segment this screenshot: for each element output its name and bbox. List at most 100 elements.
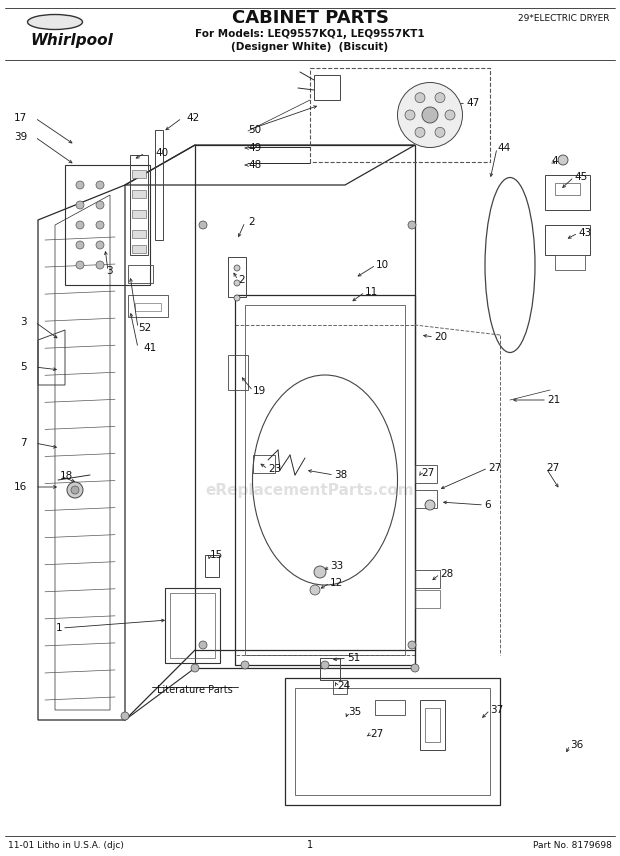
Text: 39: 39 (14, 132, 27, 142)
Circle shape (408, 221, 416, 229)
Circle shape (191, 664, 199, 672)
Bar (65, 165, 150, 285)
Text: 44: 44 (497, 143, 510, 153)
Circle shape (96, 181, 104, 189)
Circle shape (234, 295, 240, 301)
Bar (132, 245, 146, 253)
Circle shape (415, 128, 425, 137)
Text: 2: 2 (238, 275, 245, 285)
Circle shape (96, 261, 104, 269)
Text: 11: 11 (365, 287, 378, 297)
Bar (420, 700, 445, 750)
Text: 36: 36 (570, 740, 583, 750)
Text: 43: 43 (578, 228, 591, 238)
Circle shape (558, 155, 568, 165)
Circle shape (445, 110, 455, 120)
Text: 42: 42 (186, 113, 199, 123)
Ellipse shape (27, 15, 82, 29)
Circle shape (199, 221, 207, 229)
Text: 27: 27 (546, 463, 559, 473)
Text: 23: 23 (268, 464, 281, 474)
Circle shape (234, 265, 240, 271)
Text: 27: 27 (370, 729, 383, 739)
Text: 29*ELECTRIC DRYER: 29*ELECTRIC DRYER (518, 14, 610, 22)
Text: 41: 41 (143, 343, 156, 353)
Bar (155, 130, 163, 240)
Text: 3: 3 (20, 317, 27, 327)
Bar (415, 570, 440, 588)
Text: 28: 28 (440, 569, 453, 579)
Text: 1: 1 (55, 623, 62, 633)
Bar (165, 588, 220, 663)
Text: 6: 6 (484, 500, 490, 510)
Text: 46: 46 (551, 156, 564, 166)
Text: 20: 20 (434, 332, 447, 342)
Bar (375, 700, 405, 715)
Bar (205, 555, 219, 577)
Text: 52: 52 (138, 323, 151, 333)
Text: Part No. 8179698: Part No. 8179698 (533, 841, 612, 849)
Circle shape (76, 181, 84, 189)
Text: 51: 51 (347, 653, 360, 663)
Circle shape (76, 241, 84, 249)
Bar (132, 190, 146, 198)
Text: 16: 16 (14, 482, 27, 492)
Circle shape (321, 661, 329, 669)
Circle shape (71, 486, 79, 494)
Text: ≡  ≡: ≡ ≡ (47, 19, 63, 25)
Text: CABINET PARTS: CABINET PARTS (231, 9, 389, 27)
Text: 5: 5 (20, 362, 27, 372)
Text: 48: 48 (248, 160, 261, 170)
Bar (132, 230, 146, 238)
Text: 47: 47 (466, 98, 479, 108)
Circle shape (199, 641, 207, 649)
Text: eReplacementParts.com: eReplacementParts.com (206, 483, 414, 497)
Circle shape (314, 566, 326, 578)
Circle shape (67, 482, 83, 498)
Text: 40: 40 (155, 148, 168, 158)
Bar (128, 265, 153, 283)
Circle shape (96, 241, 104, 249)
Bar (228, 355, 248, 390)
Bar (132, 170, 146, 178)
Text: For Models: LEQ9557KQ1, LEQ9557KT1: For Models: LEQ9557KQ1, LEQ9557KT1 (195, 29, 425, 39)
Text: 37: 37 (490, 705, 503, 715)
Circle shape (435, 92, 445, 103)
Text: 21: 21 (547, 395, 560, 405)
Text: 49: 49 (248, 143, 261, 153)
Text: 27: 27 (488, 463, 501, 473)
Circle shape (234, 280, 240, 286)
Text: 38: 38 (334, 470, 347, 480)
Bar (170, 593, 215, 658)
Text: 3: 3 (107, 266, 113, 276)
Circle shape (76, 221, 84, 229)
Text: 11-01 Litho in U.S.A. (djc): 11-01 Litho in U.S.A. (djc) (8, 841, 124, 849)
Bar (415, 590, 440, 608)
Bar (415, 490, 437, 508)
Circle shape (76, 261, 84, 269)
Bar (130, 155, 148, 255)
Bar (425, 708, 440, 742)
Bar (253, 455, 275, 473)
Bar (132, 210, 146, 218)
Text: 27: 27 (421, 468, 434, 478)
Text: 2: 2 (248, 217, 255, 227)
Circle shape (435, 128, 445, 137)
Text: Whirlpool: Whirlpool (30, 33, 113, 47)
Bar (320, 658, 340, 680)
Circle shape (425, 500, 435, 510)
Text: 10: 10 (376, 260, 389, 270)
Circle shape (405, 110, 415, 120)
Circle shape (76, 201, 84, 209)
Circle shape (241, 661, 249, 669)
Text: 19: 19 (253, 386, 266, 396)
Circle shape (96, 221, 104, 229)
Text: 18: 18 (60, 471, 73, 481)
Bar (135, 303, 161, 311)
Text: 24: 24 (337, 681, 350, 691)
Text: Literature Parts: Literature Parts (157, 685, 233, 695)
Bar (333, 680, 347, 694)
Text: 45: 45 (574, 172, 587, 182)
Circle shape (96, 201, 104, 209)
Text: (Designer White)  (Biscuit): (Designer White) (Biscuit) (231, 42, 389, 52)
